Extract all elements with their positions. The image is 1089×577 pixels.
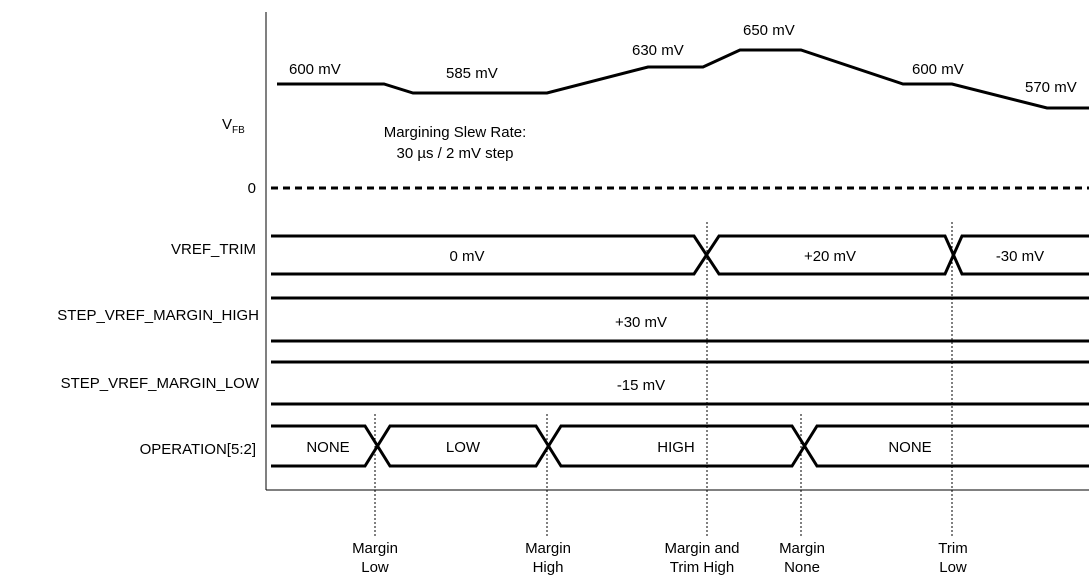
- event-label-margin-none-2: None: [784, 559, 820, 576]
- margin-low-bus: [271, 360, 1089, 406]
- margin-low-label: STEP_VREF_MARGIN_LOW: [61, 375, 260, 392]
- vref-trim-bus: [271, 234, 1089, 276]
- vfb-level-600-a: 600 mV: [289, 61, 341, 78]
- operation-bus: [271, 424, 1089, 468]
- slew-note-line1: Margining Slew Rate:: [384, 124, 527, 141]
- vfb-level-570: 570 mV: [1025, 79, 1077, 96]
- event-label-margin-low-2: Low: [361, 559, 389, 576]
- event-markers: [374, 222, 953, 537]
- operation-value-3: HIGH: [657, 439, 695, 456]
- event-label-trim-low-1: Trim: [938, 540, 967, 557]
- event-label-margin-none-1: Margin: [779, 540, 825, 557]
- event-label-margin-trim-high-1: Margin and: [664, 540, 739, 557]
- event-label-margin-high-1: Margin: [525, 540, 571, 557]
- slew-note-line2: 30 µs / 2 mV step: [396, 145, 513, 162]
- margin-high-label: STEP_VREF_MARGIN_HIGH: [57, 307, 259, 324]
- event-label-margin-trim-high-2: Trim High: [670, 559, 734, 576]
- margin-high-bus: [271, 296, 1089, 343]
- vref-trim-value-3: -30 mV: [996, 248, 1044, 265]
- operation-value-4: NONE: [888, 439, 931, 456]
- operation-label: OPERATION[5:2]: [140, 441, 256, 458]
- vref-trim-value-2: +20 mV: [804, 248, 856, 265]
- vfb-level-630: 630 mV: [632, 42, 684, 59]
- event-label-margin-low-1: Margin: [352, 540, 398, 557]
- margin-high-value: +30 mV: [615, 314, 667, 331]
- event-label-trim-low-2: Low: [939, 559, 967, 576]
- vfb-label: VFB: [222, 116, 245, 136]
- vfb-waveform: [277, 48, 1089, 110]
- vfb-level-650: 650 mV: [743, 22, 795, 39]
- vref-trim-label: VREF_TRIM: [171, 241, 256, 258]
- margin-low-value: -15 mV: [617, 377, 665, 394]
- event-label-margin-high-2: High: [533, 559, 564, 576]
- vref-trim-value-1: 0 mV: [449, 248, 484, 265]
- vfb-level-585: 585 mV: [446, 65, 498, 82]
- operation-value-1: NONE: [306, 439, 349, 456]
- vfb-level-600-b: 600 mV: [912, 61, 964, 78]
- zero-label: 0: [248, 180, 256, 197]
- operation-value-2: LOW: [446, 439, 481, 456]
